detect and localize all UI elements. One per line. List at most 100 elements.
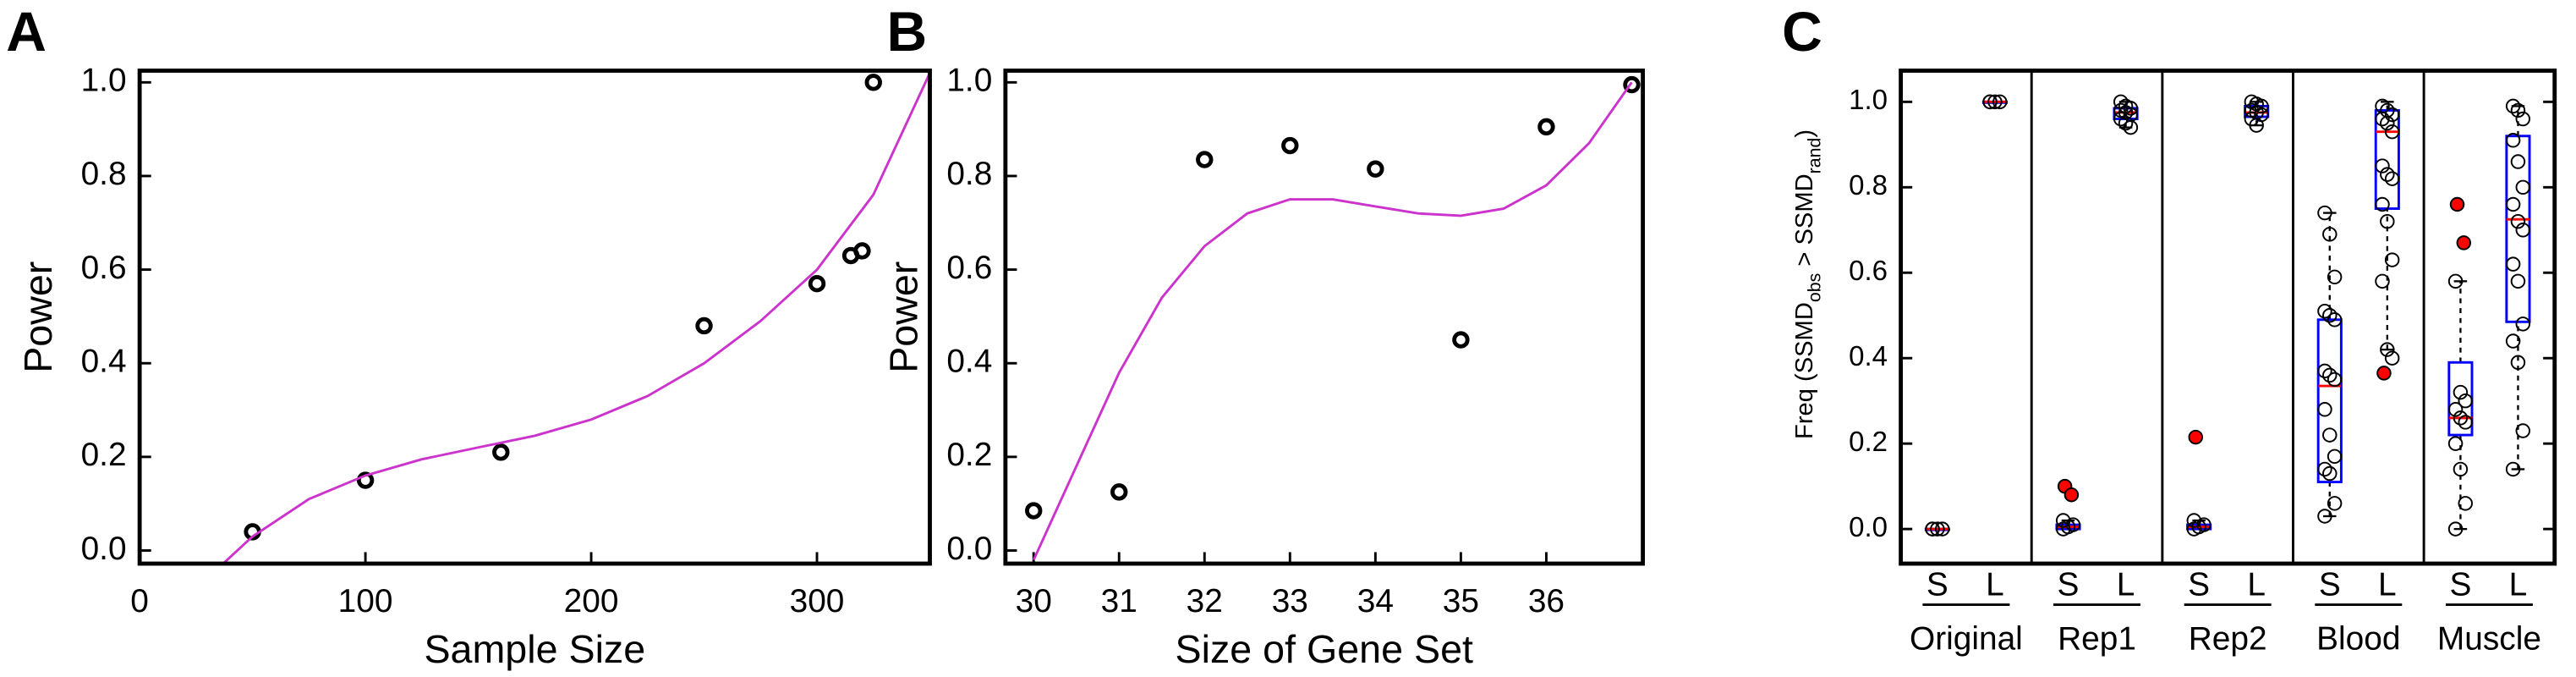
category-label: L xyxy=(2247,566,2266,603)
data-point xyxy=(1281,136,1299,155)
data-point xyxy=(2515,223,2531,238)
data-point xyxy=(2510,213,2526,229)
data-point xyxy=(1623,75,1641,94)
y-tick-label: 1.0 xyxy=(946,63,992,99)
y-tick-label: 0.6 xyxy=(946,250,992,286)
data-point xyxy=(1452,331,1470,349)
x-tick-label: 31 xyxy=(1101,583,1137,619)
y-tick-label: 0.0 xyxy=(81,531,127,567)
y-tick-label: 0.8 xyxy=(81,156,127,192)
outlier xyxy=(2188,429,2204,445)
data-point xyxy=(2447,521,2464,537)
y-axis-label-part: rand xyxy=(1804,138,1824,174)
data-point xyxy=(1925,521,1940,537)
data-point xyxy=(2317,205,2332,221)
x-tick-label: 36 xyxy=(1528,583,1565,619)
x-tick-label: 30 xyxy=(1016,583,1052,619)
data-point xyxy=(2453,461,2469,477)
data-point xyxy=(2123,119,2139,135)
x-tick-label: 300 xyxy=(790,583,845,619)
data-point xyxy=(2458,393,2473,409)
data-point xyxy=(2447,402,2464,417)
y-tick-label: 0.6 xyxy=(1849,255,1888,286)
x-tick-label: 35 xyxy=(1443,583,1479,619)
category-label: S xyxy=(1927,566,1948,603)
x-axis-label: Sample Size xyxy=(424,627,645,671)
y-axis-label-part: > SSMD xyxy=(1791,173,1818,272)
data-point xyxy=(2327,372,2343,388)
data-point xyxy=(2505,461,2521,477)
data-point xyxy=(2510,273,2526,289)
data-point xyxy=(1367,160,1384,178)
data-point xyxy=(2453,410,2469,426)
data-point xyxy=(2055,513,2071,528)
category-label: S xyxy=(2188,566,2210,603)
data-point xyxy=(2505,256,2521,272)
data-point xyxy=(2384,350,2400,366)
panel-label: B xyxy=(886,0,927,63)
data-point xyxy=(2375,196,2390,212)
category-label: L xyxy=(2509,566,2528,603)
x-tick-label: 100 xyxy=(338,583,393,619)
data-point xyxy=(853,242,871,260)
plot-frame xyxy=(1899,69,2557,566)
data-point xyxy=(2317,461,2332,477)
data-point xyxy=(2118,115,2134,131)
data-point xyxy=(1992,94,2008,110)
y-tick-label: 0.4 xyxy=(81,344,127,380)
data-point xyxy=(2505,333,2521,349)
data-point xyxy=(695,316,713,335)
y-tick-label: 0.4 xyxy=(1849,340,1888,372)
y-tick-label: 0.0 xyxy=(946,531,992,567)
outlier xyxy=(2376,366,2392,381)
data-point xyxy=(2322,465,2338,482)
x-tick-label: 34 xyxy=(1357,583,1394,619)
data-point xyxy=(2317,363,2332,379)
data-point xyxy=(2515,179,2531,195)
data-point xyxy=(1934,521,1950,537)
data-point xyxy=(2380,167,2395,182)
data-point xyxy=(2375,273,2390,289)
data-point xyxy=(2510,154,2526,169)
data-point xyxy=(2510,102,2526,118)
data-point xyxy=(2384,252,2400,267)
data-point xyxy=(1537,118,1555,136)
data-point xyxy=(2123,101,2139,116)
data-point xyxy=(2327,269,2343,285)
data-point xyxy=(2322,427,2338,443)
x-tick-label: 33 xyxy=(1272,583,1308,619)
x-axis-label: Size of Gene Set xyxy=(1176,627,1473,671)
data-point xyxy=(2322,227,2338,242)
category-label: S xyxy=(2319,566,2341,603)
fit-curve xyxy=(1032,81,1633,561)
category-label: L xyxy=(1986,566,2004,603)
box xyxy=(2316,318,2343,484)
group-label: Rep2 xyxy=(2189,621,2267,658)
box xyxy=(2505,135,2531,323)
outlier xyxy=(2456,235,2472,250)
plot-frame xyxy=(1003,69,1646,566)
y-tick-label: 0.6 xyxy=(81,250,127,286)
group-label: Muscle xyxy=(2437,621,2541,658)
data-point xyxy=(2384,171,2400,186)
group-label: Rep1 xyxy=(2058,621,2136,658)
data-point xyxy=(1930,521,1945,537)
category-label: S xyxy=(2449,566,2471,603)
data-point xyxy=(2380,115,2395,131)
data-point xyxy=(1196,151,1214,168)
data-point xyxy=(2505,133,2521,148)
data-point xyxy=(2065,517,2081,532)
data-point xyxy=(2317,303,2332,319)
y-axis-label: Power xyxy=(882,261,926,373)
data-point xyxy=(2505,196,2521,212)
data-point xyxy=(2375,111,2390,127)
data-point xyxy=(2505,98,2521,114)
data-point xyxy=(2380,213,2395,229)
data-point xyxy=(2196,517,2212,532)
data-point xyxy=(1025,502,1043,520)
data-point xyxy=(2375,158,2390,173)
fit-curve xyxy=(222,72,931,565)
y-tick-label: 0.0 xyxy=(1849,511,1888,542)
y-tick-label: 0.8 xyxy=(1849,169,1888,201)
